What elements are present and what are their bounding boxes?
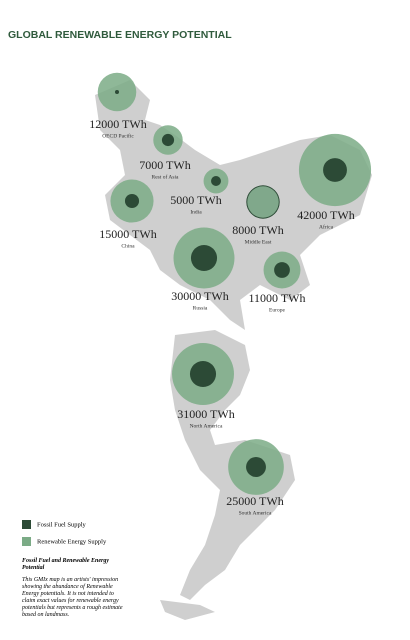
legend-fossil-label: Fossil Fuel Supply [37,521,87,528]
region-value: 31000 TWh [177,407,234,421]
fossil-bubble [161,133,175,147]
note: Fossil Fuel and Renewable Energy Potenti… [22,558,127,619]
fossil-bubble [246,457,266,477]
region-name: Russia [193,305,208,311]
fossil-bubble [274,262,290,278]
region-value: 11000 TWh [249,291,306,305]
region-value: 8000 TWh [232,223,283,237]
region-name: South America [239,510,272,516]
region-name: Rest of Asia [152,173,179,180]
fossil-bubble [114,89,120,95]
fossil-bubble [323,158,347,182]
region-name: Africa [319,223,334,230]
fossil-bubble [189,360,217,388]
region-value: 42000 TWh [297,208,354,222]
landmass-tip [160,600,215,620]
legend-fossil-swatch [22,520,31,529]
region-name: India [190,209,202,215]
region-name: Europe [269,307,285,313]
note-text: This GMIx map is an artists' impression … [22,577,123,618]
region-value: 15000 TWh [99,227,156,241]
fossil-bubble [211,176,221,186]
region-value: 25000 TWh [226,494,283,508]
note-title: Fossil Fuel and Renewable Energy Potenti… [22,558,110,571]
region-name: Middle East [245,239,272,245]
region-value: 5000 TWh [170,193,221,207]
legend-renewable-label: Renewable Energy Supply [37,538,107,545]
region-name: China [121,243,135,249]
region-name: North America [190,423,223,429]
legend-renewable-swatch [22,537,31,546]
region-name: OECD Pacific [102,132,134,139]
renewable-bubble [247,186,279,218]
region-value: 12000 TWh [89,117,146,131]
title: GLOBAL RENEWABLE ENERGY POTENTIAL [8,29,232,41]
region-value: 30000 TWh [171,289,228,303]
fossil-bubble [124,193,140,209]
region-value: 7000 TWh [139,158,190,172]
fossil-bubble [190,244,218,272]
